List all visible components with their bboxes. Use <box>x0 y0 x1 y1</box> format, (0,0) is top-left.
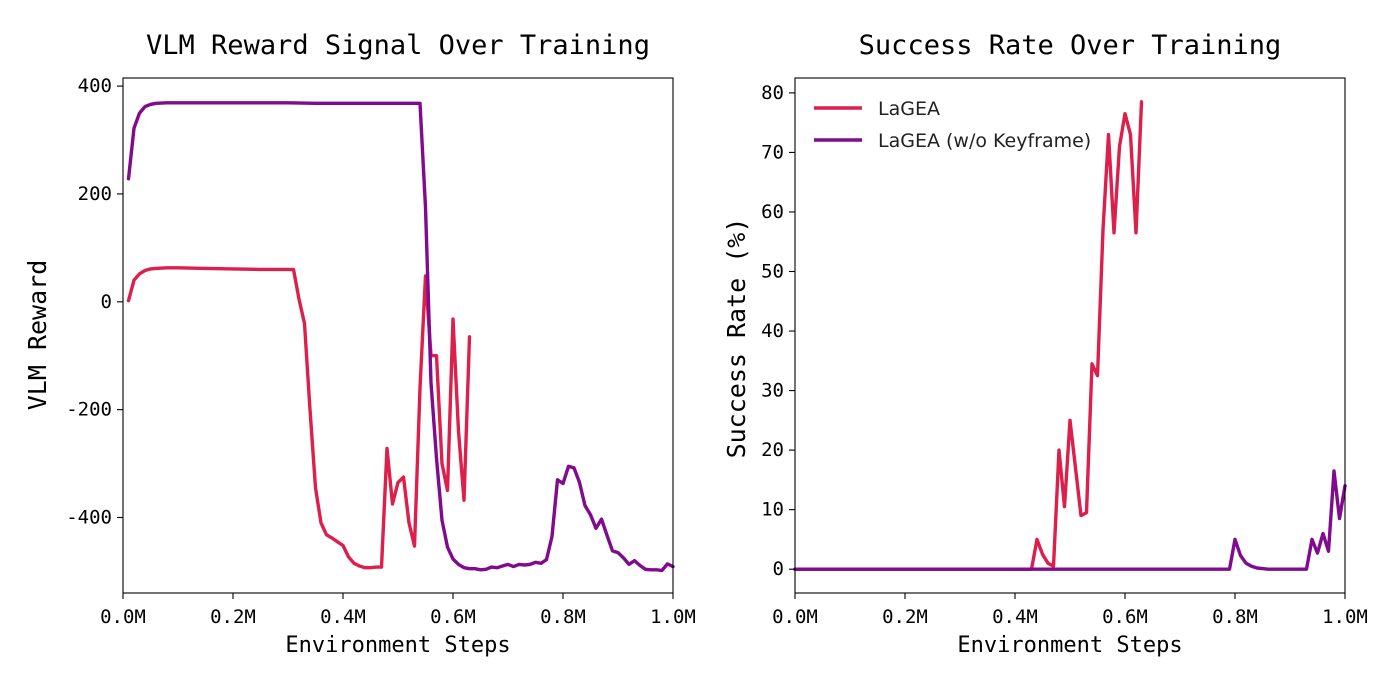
reward-y-axis-label: VLM Reward <box>23 260 52 411</box>
success-chart-title: Success Rate Over Training <box>859 30 1282 61</box>
x-tick-label: 1.0M <box>1322 606 1368 628</box>
x-tick-label: 0.6M <box>1102 606 1148 628</box>
y-tick-label: 10 <box>761 499 784 521</box>
success-chart: Success Rate Over Training 0.0M 0.2M 0.4M 0… <box>722 30 1368 658</box>
series-line-lagea <box>126 266 472 570</box>
y-tick-label: 30 <box>761 380 784 402</box>
success-legend: LaGEA LaGEA (w/o Keyframe) <box>814 98 1091 152</box>
reward-chart: VLM Reward Signal Over Training 0.0M 0.2M… <box>23 30 696 658</box>
legend-label-lagea-no-keyframe: LaGEA (w/o Keyframe) <box>878 130 1091 152</box>
reward-plot-frame <box>122 77 674 594</box>
y-tick-label: 20 <box>761 439 784 461</box>
x-tick-label: 0.8M <box>1212 606 1258 628</box>
y-tick-label: 40 <box>761 320 784 342</box>
y-tick-label: 0 <box>773 558 784 580</box>
y-tick-label: 200 <box>78 183 112 205</box>
y-tick-label: -400 <box>66 507 112 529</box>
y-tick-label: 0 <box>101 291 112 313</box>
y-tick-label: 80 <box>761 82 784 104</box>
success-x-axis: 0.0M 0.2M 0.4M 0.6M 0.8M 1.0M <box>772 593 1368 628</box>
x-tick-label: 0.2M <box>210 606 256 628</box>
reward-x-axis-label: Environment Steps <box>285 633 510 658</box>
y-tick-label: 60 <box>761 201 784 223</box>
success-x-axis-label: Environment Steps <box>957 633 1182 658</box>
x-tick-label: 0.4M <box>320 606 366 628</box>
legend-label-lagea: LaGEA <box>878 98 940 120</box>
series-line-lagea-no-keyframe <box>126 101 675 573</box>
y-tick-label: 50 <box>761 260 784 282</box>
y-tick-label: 70 <box>761 141 784 163</box>
reward-x-axis: 0.0M 0.2M 0.4M 0.6M 0.8M 1.0M <box>100 593 696 628</box>
x-tick-label: 0.8M <box>540 606 586 628</box>
x-tick-label: 0.4M <box>992 606 1038 628</box>
reward-chart-title: VLM Reward Signal Over Training <box>146 30 650 61</box>
series-line-lagea <box>793 100 1144 571</box>
x-tick-label: 1.0M <box>650 606 696 628</box>
y-tick-label: 400 <box>78 75 112 97</box>
y-tick-label: -200 <box>66 399 112 421</box>
reward-y-axis: 400 200 0 -200 -400 <box>66 75 123 529</box>
x-tick-label: 0.6M <box>430 606 476 628</box>
success-y-axis-label: Success Rate (%) <box>722 218 751 459</box>
x-tick-label: 0.0M <box>100 606 146 628</box>
x-tick-label: 0.0M <box>772 606 818 628</box>
success-y-axis: 80 70 60 50 40 30 20 10 0 <box>761 82 795 580</box>
series-line-lagea-no-keyframe <box>793 469 1347 571</box>
success-plot-frame <box>794 77 1346 594</box>
reward-plot-area <box>126 101 675 573</box>
success-plot-area <box>793 100 1347 571</box>
x-tick-label: 0.2M <box>882 606 928 628</box>
